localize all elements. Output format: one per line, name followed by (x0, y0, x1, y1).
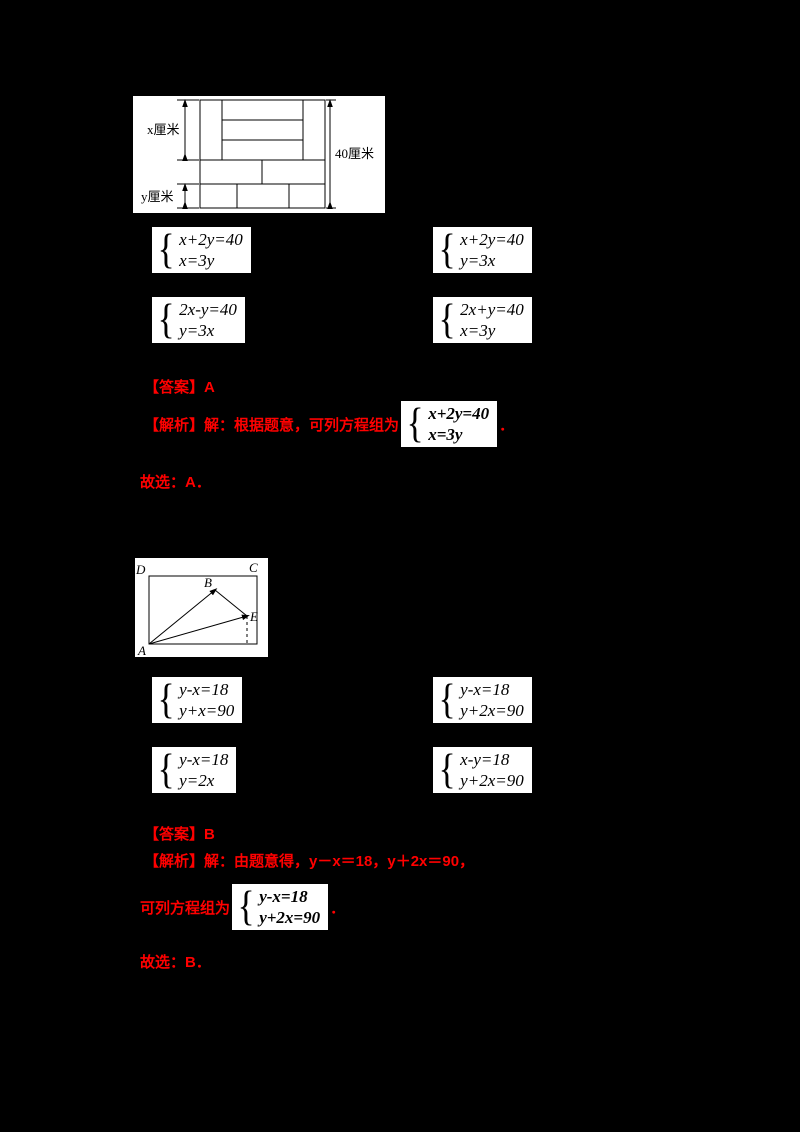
left-brace: { (157, 227, 175, 273)
dimension-label-x: x厘米 (147, 122, 180, 137)
p2-analysis-suffix: ． (330, 899, 346, 917)
equation-line: x+2y=40 (460, 230, 524, 249)
left-brace: { (157, 297, 175, 343)
point-label-a: A (137, 643, 146, 657)
p1-analysis-prefix: 【解析】解：根据题意，可列方程组为 (144, 416, 400, 434)
dimension-label-total: 40厘米 (335, 146, 374, 161)
left-brace: { (237, 884, 255, 930)
equation-line: 2x+y=40 (460, 300, 524, 319)
equation-line: x+2y=40 (428, 404, 490, 423)
left-brace: { (438, 227, 456, 273)
point-label-d: D (135, 562, 146, 577)
p2-option-a-system: { y-x=18 y+x=90 (152, 677, 243, 723)
equation-line: x=3y (428, 425, 463, 444)
left-brace: { (438, 747, 456, 793)
figure-brick-wall: x厘米 y厘米 40厘米 (133, 96, 385, 213)
p1-conclusion: 故选：A． (140, 474, 211, 491)
figure-rectangle-fold: D C B E A (135, 558, 268, 657)
equation-line: y+2x=90 (460, 771, 524, 790)
equation-line: x=3y (460, 321, 496, 340)
equation-line: y=2x (179, 771, 215, 790)
equation-line: y-x=18 (179, 680, 229, 699)
dimension-arrows (177, 99, 336, 209)
equation-line: y+2x=90 (460, 701, 524, 720)
left-brace: { (438, 677, 456, 723)
dimension-label-y: y厘米 (141, 189, 174, 204)
p1-answer-label: 【答案】A (144, 379, 215, 396)
equation-line: y-x=18 (179, 750, 229, 769)
p1-option-a-system: { x+2y=40 x=3y (152, 227, 251, 273)
equation-line: x-y=18 (460, 750, 510, 769)
p2-analysis-line2: 可列方程组为 { y-x=18 y+2x=90 ． (140, 884, 345, 930)
p1-analysis-system: { x+2y=40 x=3y (401, 401, 498, 447)
p1-analysis-line: 【解析】解：根据题意，可列方程组为 { x+2y=40 x=3y ． (144, 401, 514, 447)
p2-analysis-prefix: 可列方程组为 (140, 899, 231, 917)
point-label-e: E (249, 609, 258, 624)
left-brace: { (406, 401, 424, 447)
rectangle-fold-diagram: D C B E A (135, 560, 258, 657)
p1-option-b-system: { x+2y=40 y=3x (433, 227, 532, 273)
equation-line: x=3y (179, 251, 215, 270)
equation-line: 2x-y=40 (179, 300, 237, 319)
equation-line: y+2x=90 (259, 908, 321, 927)
equation-line: y+x=90 (179, 701, 235, 720)
p2-conclusion: 故选：B． (140, 954, 211, 971)
equation-line: x+2y=40 (179, 230, 243, 249)
brick-wall-lines (199, 99, 326, 209)
p2-analysis-line1: 【解析】解：由题意得，y－x＝18，y＋2x＝90， (144, 853, 475, 870)
p1-option-c-system: { 2x-y=40 y=3x (152, 297, 245, 343)
p2-option-c-system: { y-x=18 y=2x (152, 747, 237, 793)
equation-line: y-x=18 (460, 680, 510, 699)
brick-wall-diagram: x厘米 y厘米 40厘米 (141, 99, 374, 209)
left-brace: { (157, 747, 175, 793)
p2-option-d-system: { x-y=18 y+2x=90 (433, 747, 532, 793)
p2-analysis-system: { y-x=18 y+2x=90 (232, 884, 329, 930)
equation-line: y-x=18 (259, 887, 308, 906)
equation-line: y=3x (179, 321, 215, 340)
left-brace: { (438, 297, 456, 343)
point-label-b: B (204, 575, 212, 590)
point-label-c: C (249, 560, 258, 575)
equation-line: y=3x (460, 251, 496, 270)
p2-option-b-system: { y-x=18 y+2x=90 (433, 677, 532, 723)
p1-analysis-suffix: ． (499, 416, 515, 434)
rectangle-fold-lines (148, 575, 258, 645)
left-brace: { (157, 677, 175, 723)
p1-option-d-system: { 2x+y=40 x=3y (433, 297, 532, 343)
p2-answer-label: 【答案】B (144, 826, 215, 843)
